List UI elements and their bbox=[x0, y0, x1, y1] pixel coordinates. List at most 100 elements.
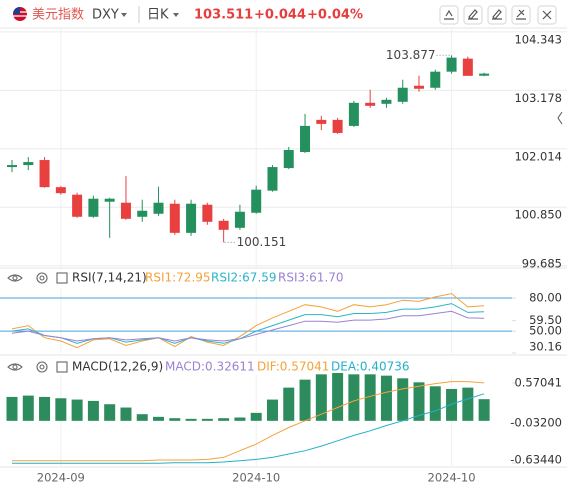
macd-bar bbox=[446, 388, 458, 421]
change-pct: +0.04% bbox=[307, 8, 363, 23]
candle-body bbox=[55, 187, 66, 194]
checkbox[interactable] bbox=[56, 361, 68, 373]
macd-icons bbox=[7, 361, 68, 373]
legend-entry: MACD:0.32611 bbox=[165, 360, 255, 374]
indicator-line bbox=[12, 381, 485, 462]
tool-button[interactable] bbox=[537, 5, 557, 25]
macd-bar bbox=[87, 400, 99, 421]
candle-body bbox=[218, 220, 229, 230]
macd-bar bbox=[478, 399, 490, 421]
candle-body bbox=[332, 119, 343, 133]
gear-hub bbox=[39, 364, 45, 370]
candle-body bbox=[202, 204, 213, 222]
macd-bar bbox=[429, 386, 441, 421]
eye-pupil bbox=[12, 364, 18, 370]
tool-icon bbox=[468, 9, 478, 20]
legend-entry: RSI2:67.59 bbox=[211, 271, 277, 285]
dropdown-icon[interactable] bbox=[173, 13, 179, 17]
macd-bar bbox=[120, 407, 132, 421]
candle-body bbox=[7, 165, 17, 168]
y-tick-label: 103.178 bbox=[514, 91, 562, 105]
candle-body bbox=[479, 73, 490, 76]
x-tick-label: 2024-10 bbox=[232, 471, 280, 485]
macd-bar bbox=[250, 412, 262, 421]
y-tick-label: 30.16 bbox=[529, 340, 562, 354]
macd-bar bbox=[332, 373, 344, 421]
checkbox[interactable] bbox=[56, 272, 68, 284]
tool-button[interactable] bbox=[463, 5, 483, 25]
indicator-line bbox=[11, 293, 485, 349]
macd-bar bbox=[71, 399, 83, 421]
eye-icon[interactable] bbox=[7, 274, 23, 282]
candle-body bbox=[251, 189, 262, 213]
dropdown-icon[interactable] bbox=[121, 13, 127, 17]
candle-body bbox=[446, 57, 457, 72]
macd-bar bbox=[364, 374, 376, 421]
macd-bar bbox=[397, 378, 409, 421]
candle-body bbox=[348, 102, 359, 126]
macd-bar bbox=[234, 417, 246, 421]
macd-bar bbox=[55, 398, 67, 421]
tool-icon bbox=[492, 9, 502, 20]
y-tick-label: 0.57041 bbox=[514, 375, 562, 389]
eye-icon[interactable] bbox=[7, 363, 23, 371]
y-tick-label: 104.343 bbox=[514, 32, 562, 46]
change: +0.044 bbox=[254, 8, 306, 23]
x-tick-label: 2024-09 bbox=[37, 471, 85, 485]
indicator-title: RSI(7,14,21) bbox=[72, 271, 147, 285]
tool-icon bbox=[516, 9, 526, 20]
tool-button[interactable] bbox=[439, 5, 459, 25]
symbol-name[interactable]: 美元指数 bbox=[32, 8, 84, 23]
candle-body bbox=[365, 102, 376, 106]
macd-bar bbox=[218, 418, 230, 421]
candle-body bbox=[414, 85, 424, 89]
gear-icon[interactable] bbox=[36, 272, 48, 284]
candle-body bbox=[462, 58, 473, 76]
collapse-icon[interactable] bbox=[557, 111, 563, 125]
flag bbox=[13, 7, 27, 21]
macd-bar bbox=[315, 374, 327, 421]
tool-icon bbox=[444, 9, 454, 20]
annotation: 100.151 bbox=[237, 235, 287, 249]
macd-bar bbox=[185, 418, 197, 421]
indicator-line bbox=[11, 310, 485, 342]
period[interactable]: 日K bbox=[147, 8, 169, 23]
candle-body bbox=[104, 198, 115, 202]
candle-body bbox=[23, 162, 34, 166]
candle-body bbox=[137, 210, 148, 217]
candle-body bbox=[153, 202, 164, 214]
candle-body bbox=[267, 167, 278, 191]
candle-body bbox=[186, 203, 197, 233]
macd-bar bbox=[348, 374, 360, 421]
candle-body bbox=[88, 198, 99, 217]
y-tick-label: -0.63440 bbox=[510, 453, 562, 467]
y-tick-label: 80.00 bbox=[529, 291, 562, 305]
macd-bar bbox=[462, 387, 474, 421]
eye-pupil bbox=[12, 275, 18, 281]
macd-bar bbox=[283, 387, 295, 421]
candle-body bbox=[397, 87, 408, 102]
symbol-code[interactable]: DXY bbox=[92, 8, 119, 23]
macd-bar bbox=[266, 399, 278, 421]
gear-icon[interactable] bbox=[36, 361, 48, 373]
indicator-line bbox=[12, 393, 485, 464]
macd-bar bbox=[299, 379, 311, 421]
legend-entry: RSI3:61.70 bbox=[278, 271, 344, 285]
candle-body bbox=[234, 211, 245, 228]
macd-bar bbox=[22, 395, 34, 421]
y-tick-label: 100.850 bbox=[514, 208, 562, 222]
macd-bar bbox=[136, 414, 148, 421]
macd-bar bbox=[6, 396, 18, 421]
tool-button[interactable] bbox=[487, 5, 507, 25]
macd-bar bbox=[413, 382, 425, 421]
indicator-title: MACD(12,26,9) bbox=[72, 360, 163, 374]
macd-bar bbox=[169, 418, 181, 421]
legend-entry: RSI1:72.95 bbox=[145, 271, 211, 285]
candle-body bbox=[72, 194, 83, 217]
macd-bar bbox=[39, 396, 51, 421]
legend-entry: DEA:0.40736 bbox=[331, 360, 410, 374]
y-tick-label: 50.00 bbox=[529, 324, 562, 338]
macd-bar bbox=[104, 404, 116, 421]
y-tick-label: 59.50 bbox=[529, 313, 562, 327]
tool-button[interactable] bbox=[511, 5, 531, 25]
